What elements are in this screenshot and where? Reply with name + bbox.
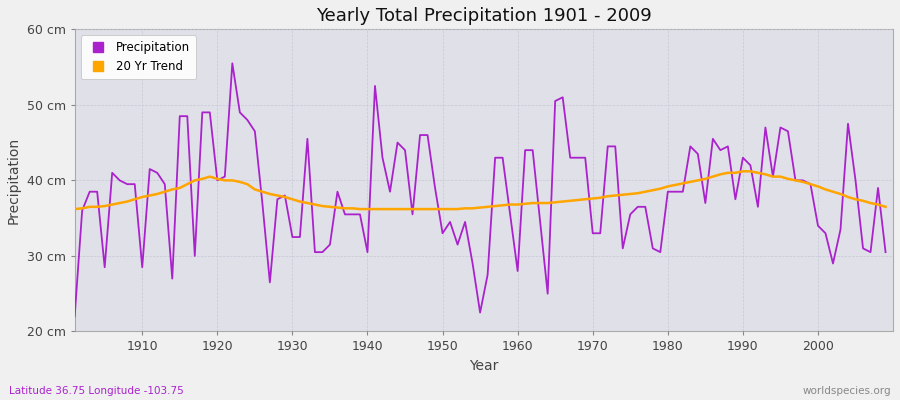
Text: worldspecies.org: worldspecies.org [803, 386, 891, 396]
Title: Yearly Total Precipitation 1901 - 2009: Yearly Total Precipitation 1901 - 2009 [316, 7, 652, 25]
Text: Latitude 36.75 Longitude -103.75: Latitude 36.75 Longitude -103.75 [9, 386, 184, 396]
Y-axis label: Precipitation: Precipitation [7, 137, 21, 224]
Legend: Precipitation, 20 Yr Trend: Precipitation, 20 Yr Trend [81, 35, 196, 79]
X-axis label: Year: Year [469, 359, 499, 373]
